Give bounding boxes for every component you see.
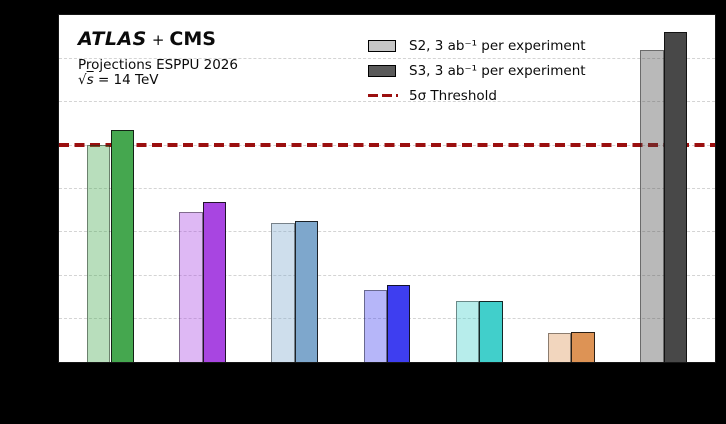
grid-line-4 xyxy=(59,188,715,190)
page-title: ATLAS + CMS xyxy=(78,28,238,51)
grid-line-2 xyxy=(59,274,715,276)
legend-item-s2: S2, 3 ab⁻¹ per experiment xyxy=(368,33,586,58)
atlas-wordmark: ATLAS xyxy=(78,28,147,50)
bar-s2-group3 xyxy=(271,223,295,362)
sqrt-symbol: √ xyxy=(78,72,87,88)
threshold-line xyxy=(59,143,715,147)
bar-s3-group6 xyxy=(571,331,595,362)
subtitle: Projections ESPPU 2026 xyxy=(78,57,238,73)
grid-line-6 xyxy=(59,101,715,103)
bar-s2-group7 xyxy=(640,49,664,362)
legend-label-threshold: 5σ Threshold xyxy=(409,87,497,104)
legend: S2, 3 ab⁻¹ per experiment S3, 3 ab⁻¹ per… xyxy=(368,33,586,108)
bar-s2-group5 xyxy=(455,301,480,362)
energy-value: = 14 TeV xyxy=(93,72,159,88)
bar-s2-group6 xyxy=(547,332,572,362)
bar-s3-group5 xyxy=(479,301,503,362)
bar-s2-group1 xyxy=(87,145,111,362)
s3-swatch-icon xyxy=(368,64,396,77)
legend-item-threshold: 5σ Threshold xyxy=(368,83,586,108)
grid-line-7 xyxy=(59,57,715,59)
legend-label-s2: S2, 3 ab⁻¹ per experiment xyxy=(409,37,586,54)
header-block: ATLAS + CMS Projections ESPPU 2026 √s = 14… xyxy=(78,28,238,88)
bar-s3-group7 xyxy=(663,32,687,362)
bar-s3-group3 xyxy=(294,221,319,362)
bar-s3-group4 xyxy=(387,285,411,362)
legend-label-s3: S3, 3 ab⁻¹ per experiment xyxy=(409,62,586,79)
legend-item-s3: S3, 3 ab⁻¹ per experiment xyxy=(368,58,586,83)
sqrt-s: s xyxy=(86,72,94,88)
bar-s3-group1 xyxy=(110,129,134,362)
energy-label: √s = 14 TeV xyxy=(78,73,238,88)
grid-line-3 xyxy=(59,231,715,233)
plus-sign: + xyxy=(151,31,165,49)
threshold-dash-icon xyxy=(368,93,398,98)
bar-s3-group2 xyxy=(202,202,227,362)
bar-s2-group4 xyxy=(363,290,387,362)
bar-s2-group2 xyxy=(179,212,203,362)
cms-wordmark: CMS xyxy=(169,28,216,50)
s2-swatch-icon xyxy=(368,39,396,52)
